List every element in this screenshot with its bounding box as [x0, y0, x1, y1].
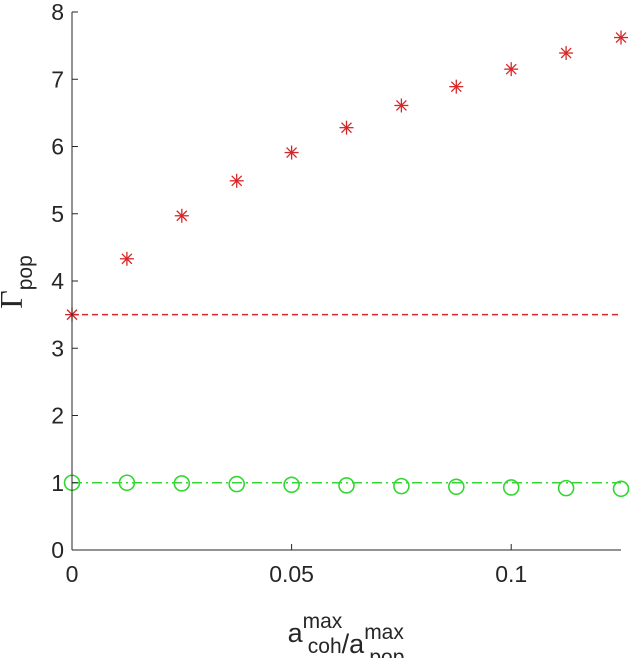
y-tick-label: 6: [51, 134, 64, 160]
y-tick-label: 3: [51, 335, 64, 361]
series-2: [63, 474, 630, 498]
data-point: [612, 480, 630, 498]
axes: 0 0.05 0.1 0 1 2 3 4 5 6 7 8: [51, 0, 621, 587]
x-tick-label: 0.05: [269, 561, 314, 587]
data-point-stroke: [560, 47, 572, 59]
data-point: [504, 62, 519, 77]
data-point: [118, 474, 136, 492]
data-marks: [63, 30, 630, 498]
data-point: [229, 173, 244, 188]
reference-lines: [72, 313, 621, 484]
data-point: [119, 251, 134, 266]
data-point: [393, 477, 410, 495]
series-1: [65, 30, 628, 322]
y-tick-label: 0: [51, 537, 64, 563]
data-point-stroke: [176, 210, 188, 222]
x-tick-label: 0.1: [495, 561, 527, 587]
data-point: [284, 145, 299, 160]
data-point: [339, 120, 354, 135]
x-axis-label-base: a: [288, 618, 304, 648]
data-point: [559, 46, 574, 61]
y-tick-label: 5: [51, 201, 64, 227]
data-point-stroke: [121, 253, 133, 265]
data-point-stroke: [450, 81, 462, 93]
data-point: [447, 478, 465, 496]
y-tick-label: 7: [51, 66, 64, 92]
data-point: [502, 479, 520, 496]
data-point-stroke: [505, 63, 517, 75]
y-tick-label: 2: [51, 403, 64, 429]
y-tick-label: 8: [51, 0, 64, 25]
data-point-stroke: [231, 175, 243, 187]
data-point: [449, 79, 464, 94]
data-point: [173, 475, 191, 492]
y-axis-label-sub: pop: [14, 255, 37, 290]
x-axis-label-sub: pop: [369, 646, 404, 658]
data-point-stroke: [395, 100, 407, 111]
x-axis-label-base: a: [349, 629, 365, 658]
data-point: [557, 479, 575, 497]
y-axis-label: Γpop: [0, 255, 37, 309]
data-point-stroke: [286, 147, 298, 159]
y-axis-label-main: Γ: [0, 290, 29, 309]
x-axis-label: amax coh/amax pop: [288, 610, 405, 658]
data-point-stroke: [615, 32, 627, 44]
data-point: [338, 477, 355, 494]
data-point-stroke: [341, 122, 352, 134]
data-point: [394, 98, 409, 113]
x-axis-label-sep: /: [342, 629, 350, 658]
x-axis-label-sub: coh: [308, 635, 342, 658]
data-point: [283, 476, 300, 494]
y-tick-label: 1: [51, 470, 64, 496]
x-axis-label-sup: max: [364, 621, 404, 644]
x-axis-label-sup: max: [303, 610, 343, 633]
data-point: [228, 475, 245, 493]
x-tick-label: 0: [66, 561, 79, 587]
y-tick-label: 4: [51, 268, 64, 294]
data-point: [614, 30, 628, 45]
data-point: [174, 208, 189, 223]
